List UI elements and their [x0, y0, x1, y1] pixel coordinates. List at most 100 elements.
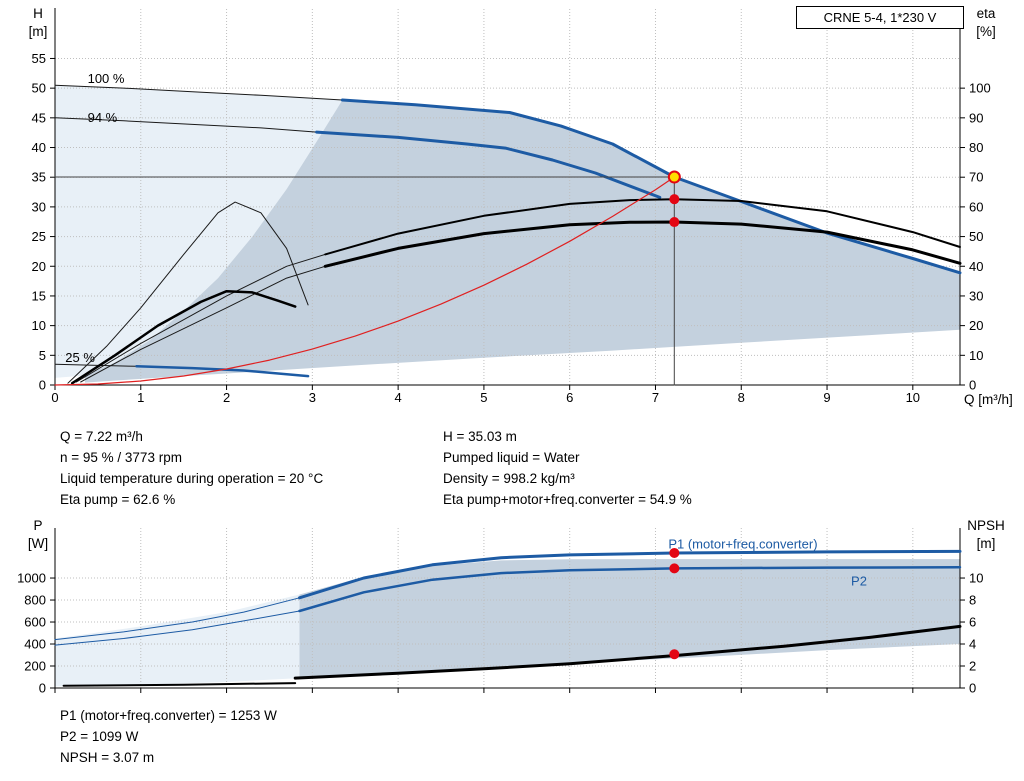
right-tick-label: 90	[969, 110, 983, 125]
p2-thin	[54, 610, 300, 646]
left-tick-label: 15	[32, 288, 46, 303]
left-tick-label: 55	[32, 51, 46, 66]
left-tick-label: 40	[32, 140, 46, 155]
right-tick-label: 80	[969, 140, 983, 155]
eta-axis-unit: [%]	[976, 24, 996, 39]
right-tick-label: 10	[969, 571, 983, 586]
x-tick-label: 6	[566, 390, 573, 405]
operating-envelope	[85, 100, 960, 383]
right-tick-label: 60	[969, 199, 983, 214]
x-tick-label: 1	[137, 390, 144, 405]
label-25pct: 25 %	[65, 350, 95, 365]
info-line-speed: n = 95 % / 3773 rpm	[60, 450, 182, 465]
left-tick-label: 20	[32, 259, 46, 274]
duty-point	[667, 170, 681, 184]
left-tick-label: 25	[32, 229, 46, 244]
info-line-q: Q = 7.22 m³/h	[60, 429, 143, 444]
x-tick-label: 5	[480, 390, 487, 405]
info-line-h: H = 35.03 m	[443, 429, 517, 444]
power-envelope	[299, 559, 960, 678]
operating-envelope-light	[55, 85, 343, 378]
x-tick-label: 8	[738, 390, 745, 405]
curve-100pct	[340, 98, 962, 275]
right-tick-label: 40	[969, 259, 983, 274]
eta-total-point	[669, 217, 680, 228]
eta-total	[323, 220, 962, 268]
p-axis-unit: [W]	[27, 536, 49, 551]
x-tick-label: 10	[906, 390, 920, 405]
eta-pump-thin	[75, 253, 326, 383]
eta-pump	[324, 198, 961, 256]
label-100pct: 100 %	[88, 71, 125, 86]
curve-100pct-thin	[54, 84, 343, 101]
left-tick-label: 10	[32, 318, 46, 333]
right-tick-label: 50	[969, 229, 983, 244]
eta-axis-header: eta [%]	[964, 5, 1008, 41]
left-tick-label: 800	[24, 593, 46, 608]
right-tick-label: 4	[969, 637, 976, 652]
label-p1: P1 (motor+freq.converter)	[668, 537, 817, 552]
left-tick-label: 5	[39, 348, 46, 363]
x-tick-label: 4	[395, 390, 402, 405]
p1-curve	[298, 549, 962, 600]
right-tick-label: 2	[969, 659, 976, 674]
duty-info-left: Q = 7.22 m³/h n = 95 % / 3773 rpm Liquid…	[60, 426, 323, 510]
pump-type-box: CRNE 5-4, 1*230 V	[796, 6, 964, 29]
info-line-temperature: Liquid temperature during operation = 20…	[60, 471, 324, 486]
info-line-eta-total: Eta pump+motor+freq.converter = 54.9 %	[443, 492, 692, 507]
power-npsh-chart: 0 200 400 600 800 1000 0 2 4 6 8 10 P1 (motor+freq.c…	[17, 528, 983, 696]
x-tick-label: 9	[823, 390, 830, 405]
right-tick-label: 0	[969, 681, 976, 696]
x-tick-label: 7	[652, 390, 659, 405]
left-tick-label: 0	[39, 681, 46, 696]
p2-point	[669, 563, 680, 574]
power-info: P1 (motor+freq.converter) = 1253 W P2 = …	[60, 705, 277, 768]
p-axis-symbol: P	[33, 518, 43, 533]
npsh-axis-symbol: NPSH	[967, 518, 1005, 533]
left-tick-label: 30	[32, 199, 46, 214]
info-line-eta-pump: Eta pump = 62.6 %	[60, 492, 176, 507]
pump-type-label: CRNE 5-4, 1*230 V	[823, 10, 937, 25]
left-tick-label: 600	[24, 615, 46, 630]
left-tick-label: 200	[24, 659, 46, 674]
eta-reduced-speed	[70, 289, 297, 385]
npsh-point	[669, 649, 680, 660]
label-p2: P2	[851, 574, 867, 589]
control-curve-red	[54, 176, 675, 386]
x-tick-label: 0	[51, 390, 58, 405]
left-tick-label: 0	[39, 378, 46, 393]
eta-total-thin	[80, 265, 326, 383]
h-axis-symbol: H	[33, 6, 43, 21]
qh-chart: 0 1 2 3 4 5 6 7 8 9 100510152025303540455055010203…	[32, 8, 991, 405]
info-line-p1: P1 (motor+freq.converter) = 1253 W	[60, 708, 277, 723]
info-line-density: Density = 998.2 kg/m³	[443, 471, 575, 486]
duty-info-right: H = 35.03 m Pumped liquid = Water Densit…	[443, 426, 692, 510]
x-tick-label: 3	[309, 390, 316, 405]
right-tick-label: 6	[969, 615, 976, 630]
left-tick-label: 35	[32, 170, 46, 185]
h-axis-unit: [m]	[28, 24, 48, 39]
p1-point	[669, 547, 680, 558]
q-axis-label: Q [m³/h]	[964, 392, 1013, 407]
info-line-p2: P2 = 1099 W	[60, 729, 139, 744]
eta-reduced-speed-thin	[67, 201, 309, 384]
label-94pct: 94 %	[88, 110, 118, 125]
right-tick-label: 70	[969, 170, 983, 185]
power-envelope-light	[55, 594, 300, 687]
p2-curve	[298, 566, 962, 613]
eta-pump-point	[669, 194, 680, 205]
info-line-npsh: NPSH = 3.07 m	[60, 750, 155, 765]
curve-94pct-thin	[54, 117, 318, 133]
left-tick-label: 400	[24, 637, 46, 652]
right-tick-label: 100	[969, 81, 991, 96]
left-tick-label: 50	[32, 81, 46, 96]
right-tick-label: 0	[969, 378, 976, 393]
x-tick-label: 2	[223, 390, 230, 405]
right-tick-label: 10	[969, 348, 983, 363]
right-tick-label: 20	[969, 318, 983, 333]
npsh-axis-unit: [m]	[976, 536, 996, 551]
left-tick-label: 1000	[17, 571, 46, 586]
npsh-curve	[293, 624, 962, 680]
h-axis-header: H [m]	[18, 5, 58, 41]
